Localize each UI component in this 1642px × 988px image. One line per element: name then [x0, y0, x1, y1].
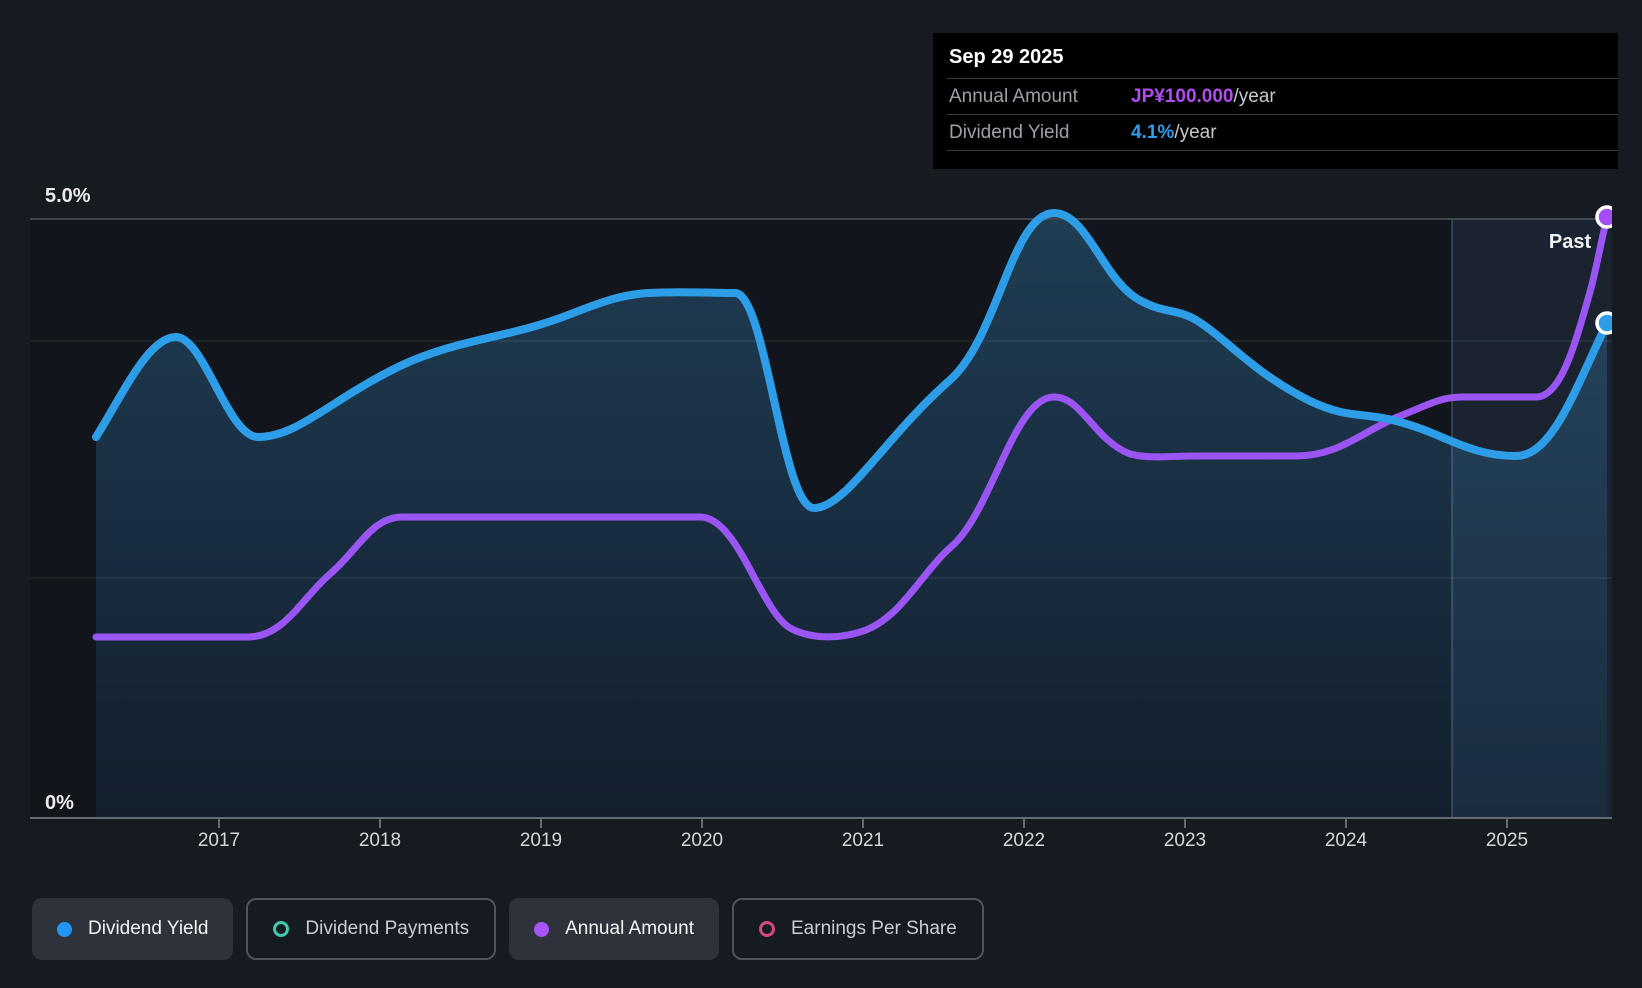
legend-label: Earnings Per Share	[791, 918, 957, 939]
tooltip-value-suffix: /year	[1233, 85, 1276, 107]
x-axis-label: 2021	[842, 830, 884, 851]
annual-amount-line[interactable]	[92, 214, 1611, 641]
x-axis-label: 2020	[681, 830, 723, 851]
legend-label: Dividend Payments	[305, 918, 470, 939]
tooltip-label: Annual Amount	[949, 85, 1078, 107]
legend-label: Annual Amount	[565, 918, 694, 939]
y-axis-bottom-label: 0%	[45, 792, 74, 814]
earnings-per-share-ring-icon	[759, 921, 775, 937]
x-axis-label: 2018	[359, 830, 401, 851]
x-axis-label: 2024	[1325, 830, 1368, 851]
annual-amount-endpoint-marker	[1595, 205, 1612, 229]
x-axis-ticks	[218, 818, 1508, 828]
x-axis-label: 2023	[1164, 830, 1206, 851]
legend-toggle-annual-amount[interactable]: Annual Amount	[509, 898, 719, 960]
legend-toggle-dividend-payments[interactable]: Dividend Payments	[246, 898, 497, 960]
legend-label: Dividend Yield	[88, 918, 209, 939]
dividend-payments-ring-icon	[273, 921, 290, 937]
tooltip-value-suffix: /year	[1174, 121, 1217, 143]
dividend-yield-dot-icon	[57, 921, 72, 937]
tooltip-value-dividend-yield: 4.1%	[1131, 121, 1175, 143]
y-axis-top-label: 5.0%	[45, 185, 91, 207]
tooltip-label: Dividend Yield	[949, 121, 1070, 143]
legend-toggle-dividend-yield[interactable]: Dividend Yield	[32, 898, 234, 960]
dividend-yield-area	[96, 213, 1607, 818]
past-label: Past	[1549, 231, 1592, 253]
legend: Dividend Yield Dividend Payments Annual …	[32, 898, 984, 960]
x-axis-label: 2019	[520, 830, 562, 851]
annual-amount-dot-icon	[534, 921, 550, 937]
x-axis-label: 2025	[1486, 830, 1528, 851]
dividend-yield-line[interactable]	[92, 209, 1611, 512]
tooltip-value-annual-amount: JP¥100.000	[1131, 85, 1234, 107]
x-axis-label: 2022	[1003, 830, 1045, 851]
x-axis-label: 2017	[198, 830, 240, 851]
chart-tooltip: Sep 29 2025 Annual Amount JP¥100.000 /ye…	[933, 33, 1618, 169]
tooltip-row-annual-amount: Annual Amount JP¥100.000 /year	[947, 78, 1618, 114]
dividend-yield-endpoint-marker	[1595, 311, 1612, 335]
tooltip-date: Sep 29 2025	[949, 46, 1064, 68]
tooltip-row-dividend-yield: Dividend Yield 4.1% /year	[947, 114, 1618, 151]
legend-toggle-earnings-per-share[interactable]: Earnings Per Share	[732, 898, 984, 960]
